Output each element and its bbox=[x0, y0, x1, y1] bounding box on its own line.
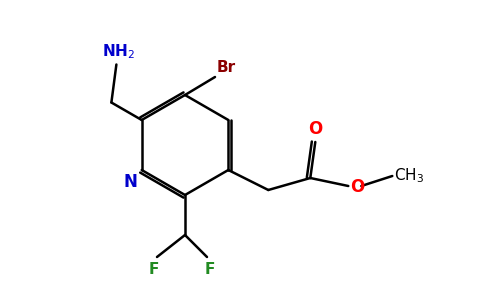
Text: F: F bbox=[149, 262, 159, 277]
Text: Br: Br bbox=[217, 60, 236, 75]
Text: F: F bbox=[205, 262, 215, 277]
Text: O: O bbox=[350, 178, 364, 196]
Text: O: O bbox=[308, 120, 322, 138]
Text: CH$_3$: CH$_3$ bbox=[394, 167, 424, 185]
Text: NH$_2$: NH$_2$ bbox=[102, 42, 135, 61]
Text: N: N bbox=[124, 173, 138, 191]
